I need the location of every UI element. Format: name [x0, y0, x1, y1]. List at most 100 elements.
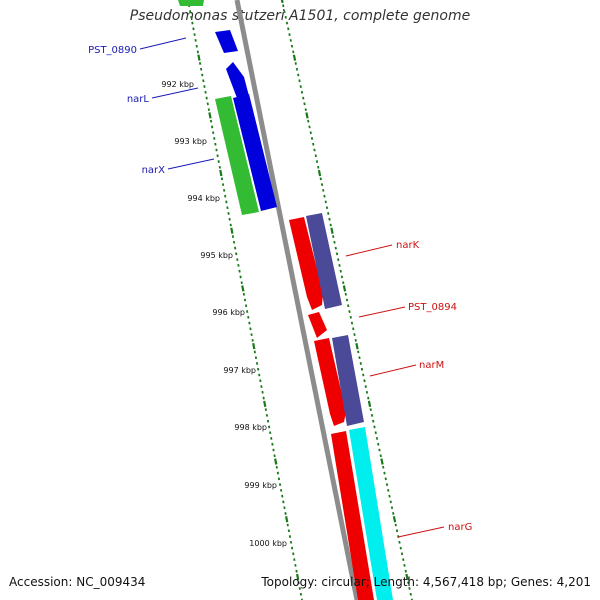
- outer-tick-mark: [292, 50, 295, 54]
- inner-tick-mark: [205, 96, 208, 100]
- inner-tick-mark: [230, 227, 234, 234]
- outer-tick-mark: [299, 85, 302, 88]
- inner-tick-mark: [296, 573, 300, 581]
- inner-tick-mark: [254, 356, 258, 360]
- outer-tick-mark: [388, 494, 391, 498]
- kbp-label-992: 992 kbp: [161, 80, 194, 89]
- inner-tick-mark: [259, 379, 262, 383]
- inner-tick-mark: [229, 223, 232, 227]
- outer-tick-mark: [304, 108, 307, 111]
- outer-tick-mark: [403, 563, 406, 567]
- inner-tick-mark: [292, 552, 295, 556]
- outer-tick-mark: [345, 298, 349, 302]
- outer-tick-mark: [383, 471, 386, 475]
- inner-tick-mark: [293, 558, 296, 561]
- outer-tick-mark: [333, 240, 336, 244]
- gene-label-narl: narL: [127, 94, 150, 105]
- inner-tick-mark: [274, 458, 278, 465]
- gene-label-narm: narM: [419, 360, 444, 371]
- outer-tick-mark: [390, 506, 394, 510]
- inner-tick-mark: [195, 44, 198, 48]
- outer-tick-mark: [307, 119, 310, 123]
- outer-tick-mark: [317, 165, 320, 169]
- slate-feature-2: [332, 335, 364, 426]
- inner-tick-mark: [227, 212, 230, 215]
- outer-tick-mark: [358, 356, 361, 360]
- inner-tick-mark: [194, 39, 197, 42]
- outer-tick-mark: [360, 367, 364, 371]
- outer-tick-mark: [369, 408, 372, 411]
- inner-tick-mark: [198, 62, 202, 65]
- outer-tick-mark: [294, 62, 297, 65]
- outer-tick-mark: [314, 154, 317, 158]
- outer-tick-mark: [337, 258, 340, 261]
- outer-tick-mark: [365, 390, 369, 394]
- outer-tick-mark: [310, 136, 314, 140]
- gene-label-pst0890: PST_0890: [88, 45, 137, 56]
- inner-tick-mark: [237, 264, 240, 267]
- inner-tick-mark: [228, 217, 231, 221]
- outer-tick-mark: [389, 500, 392, 504]
- inner-tick-mark: [286, 523, 289, 527]
- outer-tick-mark: [367, 400, 372, 408]
- kbp-label-995: 995 kbp: [200, 251, 233, 260]
- outer-tick-mark: [373, 425, 376, 429]
- inner-tick-mark: [281, 494, 284, 498]
- outer-tick-mark: [367, 396, 370, 400]
- inner-tick-mark: [263, 400, 267, 408]
- outer-tick-mark: [305, 112, 309, 119]
- outer-tick-mark: [322, 189, 325, 192]
- outer-tick-mark: [395, 529, 399, 533]
- inner-tick-mark: [221, 183, 225, 186]
- outer-tick-mark: [283, 10, 286, 14]
- gene-label-narg: narG: [448, 522, 472, 533]
- inner-tick-mark: [206, 102, 209, 106]
- outer-tick-mark: [399, 546, 402, 550]
- label-line-narl: [151, 87, 199, 99]
- inner-tick-mark: [294, 564, 297, 567]
- inner-tick-mark: [196, 50, 199, 54]
- outer-tick-mark: [379, 454, 382, 458]
- outer-tick-mark: [324, 200, 327, 204]
- inner-tick-mark: [220, 177, 224, 181]
- outer-tick-mark: [325, 206, 329, 210]
- label-line-pst0890: [139, 37, 187, 50]
- outer-tick-mark: [342, 281, 345, 285]
- outer-tick-mark: [303, 102, 306, 106]
- outer-tick-mark: [354, 339, 357, 342]
- outer-tick-mark: [359, 362, 362, 365]
- outer-tick-mark: [407, 581, 410, 585]
- outer-tick-mark: [334, 246, 337, 250]
- inner-tick-mark: [241, 285, 245, 292]
- gene-label-nark: narK: [396, 240, 420, 251]
- inner-tick-mark: [287, 529, 290, 533]
- outer-tick-mark: [339, 269, 342, 273]
- inner-tick-mark: [232, 240, 236, 244]
- inner-tick-mark: [231, 235, 235, 238]
- label-line-narx: [167, 158, 215, 170]
- outer-tick-mark: [315, 160, 319, 164]
- outer-tick-mark: [402, 558, 405, 561]
- gene-feature-pst0890: [215, 30, 238, 53]
- outer-tick-mark: [352, 327, 355, 331]
- outer-tick-mark: [385, 483, 389, 487]
- kbp-label-999: 999 kbp: [244, 481, 277, 490]
- outer-tick-mark: [362, 373, 365, 377]
- inner-tick-mark: [250, 333, 253, 336]
- inner-tick-mark: [234, 246, 237, 250]
- outer-tick-mark: [408, 586, 411, 590]
- gene-feature-narx: [233, 94, 277, 211]
- inner-tick-mark: [258, 373, 261, 377]
- outer-tick-mark: [387, 489, 390, 492]
- inner-tick-mark: [209, 119, 213, 123]
- outer-tick-mark: [372, 419, 375, 423]
- inner-tick-mark: [236, 258, 239, 261]
- outer-tick-mark: [349, 315, 352, 319]
- inner-tick-mark: [255, 362, 259, 365]
- inner-tick-mark: [295, 569, 298, 573]
- outer-tick-mark: [394, 523, 397, 527]
- outer-tick-mark: [347, 304, 350, 308]
- inner-tick-mark: [282, 500, 285, 504]
- outer-tick-mark: [392, 512, 395, 515]
- outer-tick-mark: [285, 21, 289, 25]
